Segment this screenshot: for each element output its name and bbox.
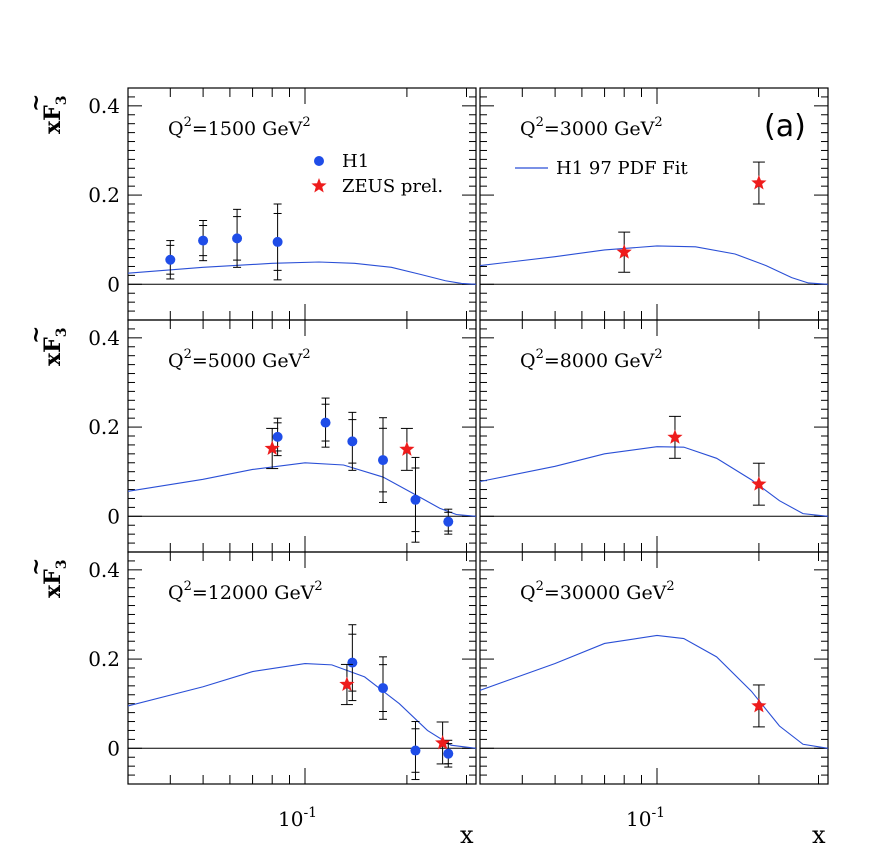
h1-marker [232,233,243,244]
fit-curve [480,245,828,285]
h1-marker [378,455,389,466]
h1-marker [410,745,421,756]
h1-marker [443,516,454,527]
fit-curve [128,261,476,285]
h1-point [165,240,176,280]
svg-text:~: ~ [23,326,49,344]
svg-text:~: ~ [23,94,49,112]
zeus-marker [667,429,683,444]
q2-label: Q2=8000 GeV2 [520,347,663,372]
y-tick-label: 0.2 [88,415,120,439]
h1-point [410,721,421,781]
zeus-marker [616,244,632,259]
zeus-marker [264,440,280,455]
legend-h1-marker [314,156,324,166]
zeus-marker [399,441,415,456]
x-tick-label-left: 10-1 [278,805,317,831]
zeus-marker [751,175,767,190]
h1-marker [198,235,209,246]
y-tick-label: 0.4 [88,326,120,350]
h1-marker [443,748,454,759]
h1-marker [378,683,389,694]
h1-point [378,656,389,720]
y-tick-label: 0.4 [88,558,120,582]
panel-30000: Q2=30000 GeV2 [479,551,829,785]
q2-label: Q2=5000 GeV2 [168,347,311,372]
zeus-point [751,462,767,506]
h1-point [443,508,454,535]
legend: H1 ZEUS prel. H1 97 PDF Fit [311,151,688,197]
legend-zeus-marker [311,178,327,193]
panel-1500: 0 0.2 0.4 Q2=1500 GeV2 [88,87,477,321]
zeus-marker [435,734,451,750]
h1-marker [347,657,358,668]
legend-fit-label: H1 97 PDF Fit [556,158,688,179]
h1-point [410,456,421,543]
h1-marker [410,494,421,505]
h1-point [347,624,358,702]
zeus-marker [339,676,355,691]
h1-point [198,220,209,262]
panel-5000: 0 0.2 0.4 Q2=5000 GeV2 [88,319,477,553]
panel-12000: 0 0.2 0.4 Q2=12000 GeV2 [88,551,477,785]
h1-point [320,397,331,448]
q2-label: Q2=3000 GeV2 [520,115,663,140]
h1-marker [272,236,283,247]
svg-text:~: ~ [23,558,49,576]
y-axis-title-row2: xF3 ~ [23,326,70,366]
y-tick-label: 0.4 [88,94,120,118]
y-tick-label: 0 [107,504,120,528]
zeus-point [264,427,280,470]
q2-label: Q2=12000 GeV2 [168,579,323,604]
y-tick-label: 0.2 [88,183,120,207]
fit-curve [480,634,828,749]
zeus-point [751,161,767,205]
zeus-point [667,415,683,459]
zeus-marker [751,476,767,491]
y-tick-label: 0 [107,736,120,760]
panels-group: 0 0.2 0.4 Q2=1500 GeV2 Q2=3000 GeV2 0 0.2 0.4 Q2… [88,87,829,785]
h1-marker [347,436,358,447]
zeus-marker [751,697,767,713]
panel-label: (a) [764,109,806,144]
x-axis-title-left: x [460,821,474,849]
y-tick-label: 0.2 [88,647,120,671]
svg-text:xF3: xF3 [40,328,70,367]
legend-h1-label: H1 [342,151,369,172]
x-axis-title-right: x [812,821,826,849]
x-tick-label-right: 10-1 [626,805,665,831]
fit-curve [480,446,828,517]
h1-marker [320,417,331,428]
y-axis-title-row1: xF3 ~ [23,94,70,134]
svg-text:xF3: xF3 [40,560,70,599]
zeus-point [751,684,767,728]
panel-8000: Q2=8000 GeV2 [479,319,829,553]
fit-curve [128,662,476,749]
h1-point [232,208,243,268]
fit-curve [128,462,476,517]
zeus-point [435,721,451,765]
h1-point [272,203,283,281]
zeus-point [616,231,632,273]
h1-point [378,417,389,503]
h1-point [347,411,358,471]
legend-zeus-label: ZEUS prel. [342,176,443,197]
q2-label: Q2=30000 GeV2 [520,579,675,604]
h1-marker [272,431,283,442]
y-tick-label: 0 [107,272,120,296]
svg-text:xF3: xF3 [40,96,70,135]
q2-label: Q2=1500 GeV2 [168,115,311,140]
y-axis-title-row3: xF3 ~ [23,558,70,598]
zeus-point [339,663,355,706]
h1-marker [165,254,176,265]
h1-point [272,417,283,457]
zeus-point [399,427,415,471]
